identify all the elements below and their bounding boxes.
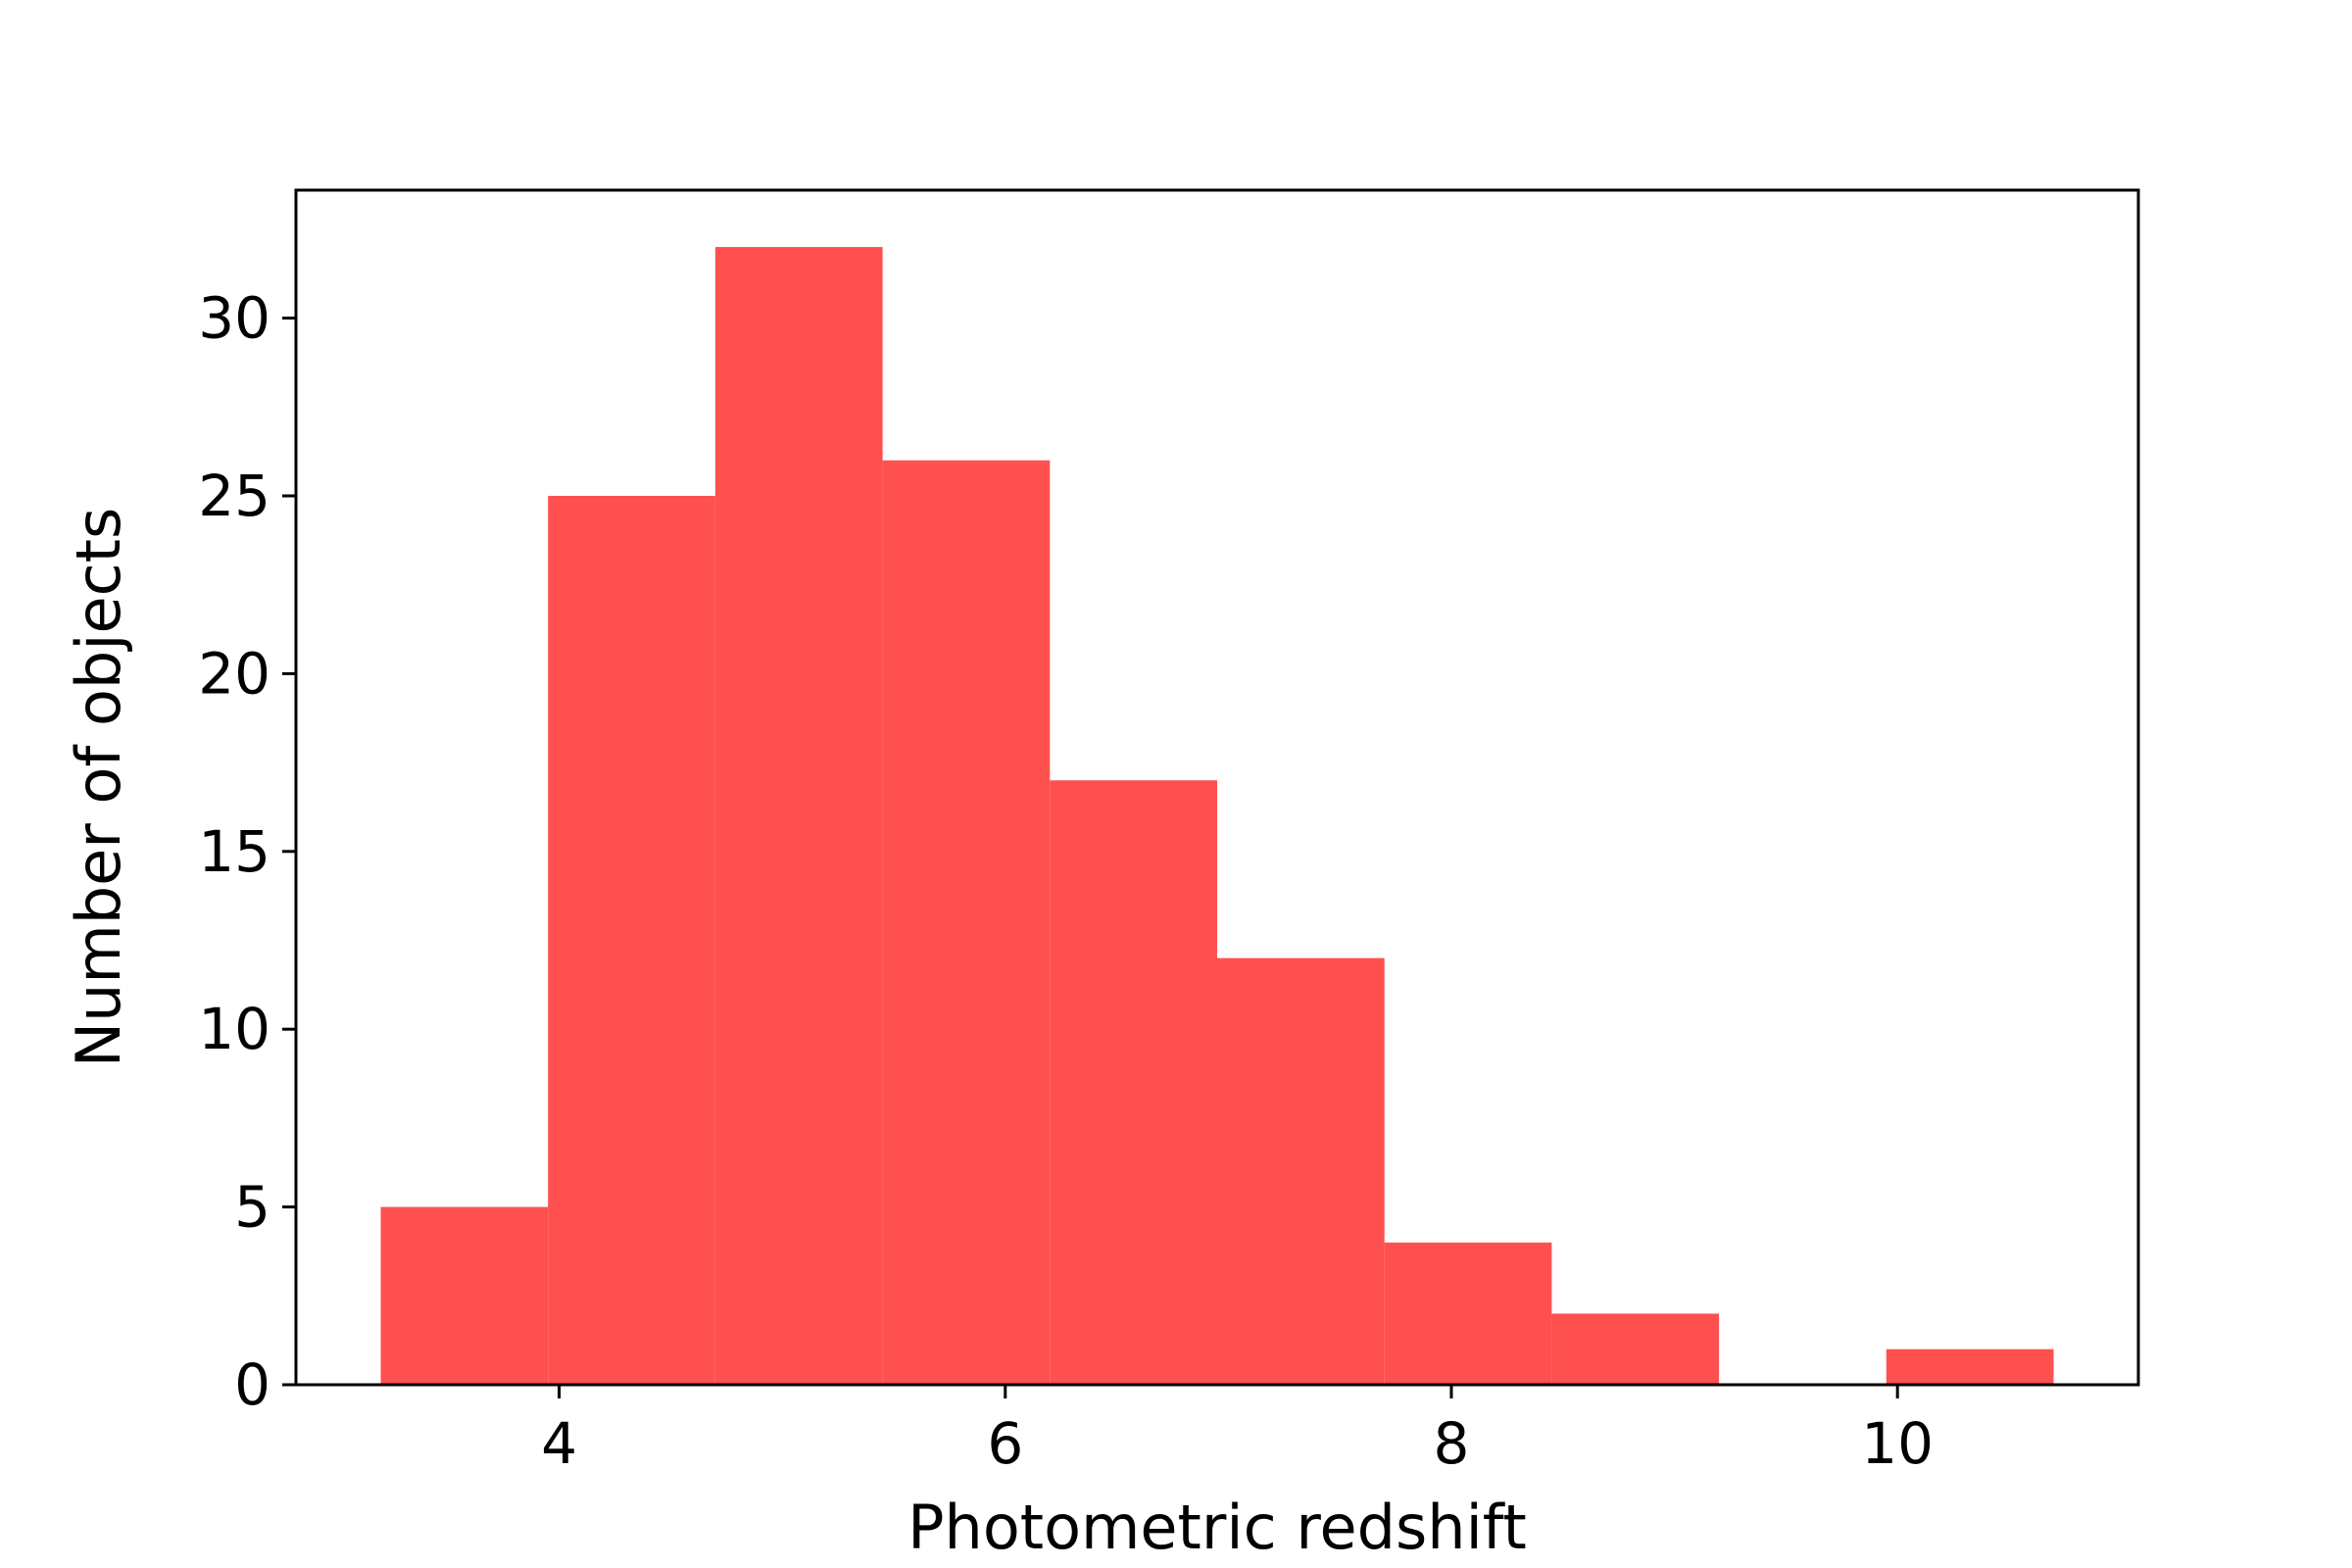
- x-tick-label: 4: [541, 1410, 577, 1477]
- x-axis-label: Photometric redshift: [907, 1492, 1527, 1563]
- y-tick-label: 5: [234, 1174, 270, 1241]
- histogram-bars: [380, 247, 2054, 1386]
- histogram-bar: [1886, 1348, 2054, 1385]
- histogram-bar: [380, 1206, 549, 1385]
- histogram-bar: [548, 496, 715, 1385]
- y-tick-label: 10: [198, 996, 270, 1062]
- histogram-bar: [714, 247, 883, 1386]
- y-tick-label: 20: [198, 640, 270, 707]
- x-axis-ticks: 4 6 8 10: [541, 1385, 1934, 1477]
- y-tick-label: 0: [234, 1351, 270, 1418]
- histogram-bar: [1551, 1313, 1720, 1385]
- y-axis-ticks: 0 5 10 15 20 25 30: [198, 285, 296, 1418]
- y-tick-label: 30: [198, 285, 270, 352]
- histogram-bar: [1384, 1242, 1552, 1385]
- y-tick-label: 25: [198, 463, 270, 529]
- y-tick-label: 15: [198, 818, 270, 885]
- x-tick-label: 10: [1861, 1410, 1934, 1477]
- x-tick-label: 8: [1434, 1410, 1470, 1477]
- y-axis-label: Number of objects: [63, 508, 134, 1068]
- histogram-bar: [1050, 780, 1217, 1385]
- histogram-bar: [1217, 957, 1385, 1385]
- x-tick-label: 6: [987, 1410, 1023, 1477]
- histogram-bar: [882, 460, 1051, 1385]
- plot-frame: [294, 188, 2140, 1387]
